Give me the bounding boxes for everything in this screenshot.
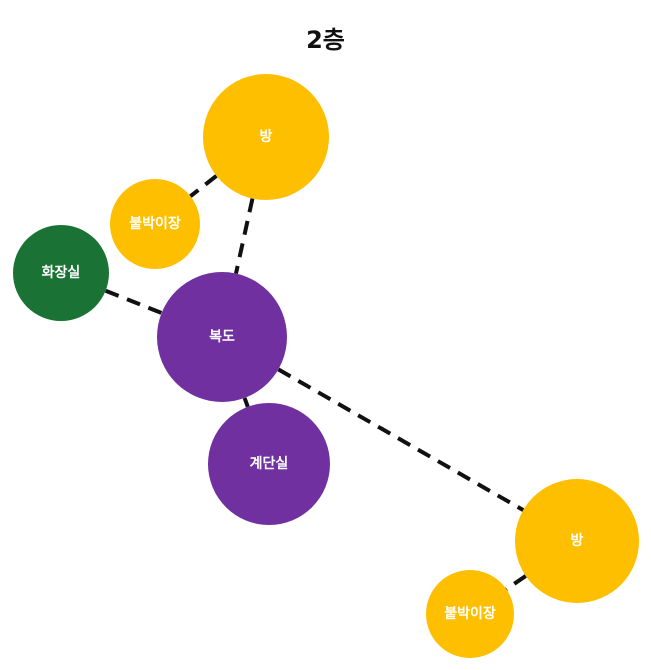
node-circle-hallway bbox=[157, 272, 287, 402]
diagram-title: 2층 bbox=[306, 26, 345, 54]
node-label-stairwell: 계단실 bbox=[250, 455, 289, 472]
node-room-bottom: 방 bbox=[515, 479, 639, 603]
node-closet-top: 붙박이장 bbox=[110, 179, 200, 269]
edge-hallway-to-stairwell bbox=[242, 397, 250, 408]
node-stairwell: 계단실 bbox=[208, 403, 330, 525]
node-label-hallway: 복도 bbox=[209, 329, 235, 345]
node-room-top: 방 bbox=[203, 74, 329, 200]
node-closet-bottom: 붙박이장 bbox=[426, 570, 514, 658]
node-circle-bathroom bbox=[13, 225, 109, 321]
node-circle-room-bottom bbox=[515, 479, 639, 603]
node-label-room-top: 방 bbox=[260, 128, 273, 145]
edges-layer bbox=[104, 174, 527, 591]
node-label-closet-top: 붙박이장 bbox=[129, 215, 181, 232]
edge-bathroom-to-hallway bbox=[104, 288, 163, 315]
node-bathroom: 화장실 bbox=[13, 225, 109, 321]
node-circle-stairwell bbox=[208, 403, 330, 525]
node-circle-closet-bottom bbox=[426, 570, 514, 658]
node-circle-room-top bbox=[203, 74, 329, 200]
node-label-bathroom: 화장실 bbox=[42, 264, 81, 281]
edge-hallway-to-room-bottom bbox=[277, 367, 525, 512]
node-circle-closet-top bbox=[110, 179, 200, 269]
edge-room-top-to-hallway bbox=[234, 198, 255, 274]
node-hallway: 복도 bbox=[157, 272, 287, 402]
node-label-room-bottom: 방 bbox=[571, 532, 584, 549]
edge-room-top-to-closet-top bbox=[189, 174, 218, 198]
edge-room-bottom-to-closet-bottom bbox=[505, 574, 527, 591]
node-label-closet-bottom: 붙박이장 bbox=[444, 605, 496, 622]
